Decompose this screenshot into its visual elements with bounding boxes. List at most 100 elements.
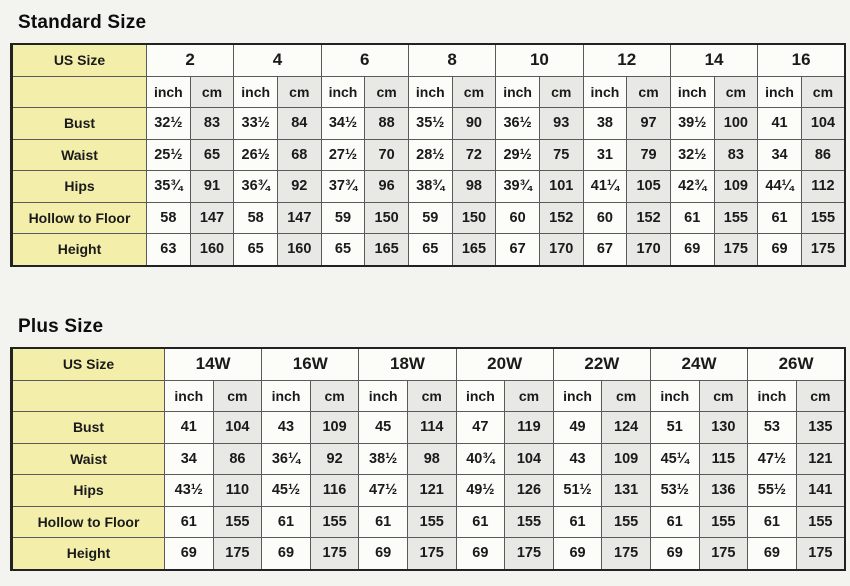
- measurement-cell: 175: [504, 537, 554, 570]
- measurement-cell: 65: [189, 138, 235, 171]
- us-size-header-cell: US Size: [11, 43, 147, 77]
- standard-size-table: US Size 2 4 6 8 10 12 14 16 inch cm inch cm inch cm inc…: [10, 43, 846, 267]
- measurement-cell: 105: [626, 170, 671, 203]
- measurement-cell: 41: [164, 411, 214, 444]
- measurement-cell: 160: [276, 233, 322, 266]
- measurement-cell: 61: [669, 201, 715, 234]
- measurement-cell: 27½: [320, 138, 366, 171]
- unit-header-cell: cm: [212, 379, 263, 412]
- size-header-cell: 14: [669, 43, 759, 77]
- measurement-cell: 79: [626, 138, 671, 171]
- measurement-cell: 31: [582, 138, 628, 171]
- measurement-cell: 38¾: [407, 170, 453, 203]
- measurement-cell: 150: [364, 201, 409, 234]
- standard-size-section: Standard Size US Size 2 4 6 8 10 12 14 16 inch cm i…: [10, 12, 846, 267]
- measurement-cell: 44¼: [757, 170, 802, 203]
- unit-header-cell: inch: [747, 379, 797, 412]
- measurement-cell: 67: [495, 233, 540, 266]
- table-row: Waist 25½ 65 26½ 68 27½ 70 28½ 72 29½ 75 31 79 32½ 83 3…: [11, 138, 846, 171]
- unit-header-cell: inch: [757, 75, 802, 108]
- measurement-cell: 170: [538, 233, 584, 266]
- size-header-cell: 2: [145, 43, 235, 77]
- unit-header-cell: inch: [320, 75, 366, 108]
- size-header-cell: 16: [757, 43, 846, 77]
- measurement-cell: 61: [552, 505, 603, 538]
- measurement-cell: 40¾: [455, 442, 506, 475]
- measurement-cell: 97: [626, 107, 671, 140]
- measurement-cell: 175: [800, 233, 846, 266]
- measurement-cell: 150: [451, 201, 497, 234]
- measurement-cell: 155: [309, 505, 360, 538]
- measurement-cell: 98: [406, 442, 457, 475]
- measurement-cell: 69: [164, 537, 214, 570]
- measurement-cell: 86: [800, 138, 846, 171]
- measurement-cell: 155: [504, 505, 554, 538]
- measurement-cell: 155: [800, 201, 846, 234]
- unit-header-cell: inch: [495, 75, 540, 108]
- measurement-cell: 152: [626, 201, 671, 234]
- measurement-cell: 136: [698, 474, 749, 507]
- measurement-cell: 69: [552, 537, 603, 570]
- measurement-cell: 175: [795, 537, 846, 570]
- standard-size-title: Standard Size: [18, 12, 147, 33]
- measurement-cell: 36¼: [261, 442, 311, 475]
- measurement-cell: 59: [407, 201, 453, 234]
- measurement-cell: 104: [800, 107, 846, 140]
- size-header-cell: 12: [582, 43, 671, 77]
- unit-header-cell: cm: [601, 379, 651, 412]
- measurement-cell: 175: [212, 537, 263, 570]
- measurement-cell: 155: [698, 505, 749, 538]
- measurement-cell: 38: [582, 107, 628, 140]
- measurement-cell: 58: [146, 201, 191, 234]
- measurement-cell: 51: [649, 411, 700, 444]
- row-label-cell: Bust: [11, 107, 147, 140]
- row-label-cell: Waist: [11, 138, 147, 171]
- table-row: Hips 35¾ 91 36¾ 92 37¾ 96 38¾ 98 39¾ 101 41¼ 105 42¾ 1…: [11, 170, 846, 203]
- plus-size-section: Plus Size US Size 14W 16W 18W 20W 22W 24W 26W in…: [10, 316, 846, 571]
- measurement-cell: 59: [320, 201, 366, 234]
- measurement-cell: 45: [358, 411, 408, 444]
- measurement-cell: 33½: [233, 107, 278, 140]
- measurement-cell: 124: [601, 411, 651, 444]
- measurement-cell: 34: [164, 442, 214, 475]
- measurement-cell: 61: [747, 505, 797, 538]
- row-label-cell: Height: [11, 233, 147, 266]
- measurement-cell: 83: [189, 107, 235, 140]
- row-label-cell: Hollow to Floor: [11, 201, 147, 234]
- measurement-cell: 35½: [407, 107, 453, 140]
- measurement-cell: 155: [212, 505, 263, 538]
- measurement-cell: 53: [747, 411, 797, 444]
- measurement-cell: 175: [713, 233, 759, 266]
- size-header-cell: 10: [495, 43, 584, 77]
- measurement-cell: 47: [455, 411, 506, 444]
- measurement-cell: 28½: [407, 138, 453, 171]
- measurement-cell: 175: [309, 537, 360, 570]
- measurement-cell: 101: [538, 170, 584, 203]
- measurement-cell: 165: [364, 233, 409, 266]
- measurement-cell: 155: [795, 505, 846, 538]
- measurement-cell: 47½: [747, 442, 797, 475]
- table-row: Waist 34 86 36¼ 92 38½ 98 40¾ 104 43 109 45¼ 115 47½ 1…: [11, 442, 846, 475]
- unit-header-cell: cm: [626, 75, 671, 108]
- measurement-cell: 88: [364, 107, 409, 140]
- measurement-cell: 109: [601, 442, 651, 475]
- units-row-blank-cell: [11, 75, 147, 108]
- unit-header-cell: inch: [649, 379, 700, 412]
- measurement-cell: 83: [713, 138, 759, 171]
- measurement-cell: 38½: [358, 442, 408, 475]
- unit-header-cell: cm: [406, 379, 457, 412]
- measurement-cell: 126: [504, 474, 554, 507]
- measurement-cell: 65: [407, 233, 453, 266]
- measurement-cell: 72: [451, 138, 497, 171]
- measurement-cell: 147: [189, 201, 235, 234]
- unit-header-cell: cm: [713, 75, 759, 108]
- measurement-cell: 92: [309, 442, 360, 475]
- measurement-cell: 51½: [552, 474, 603, 507]
- measurement-cell: 29½: [495, 138, 540, 171]
- measurement-cell: 55½: [747, 474, 797, 507]
- row-label-cell: Hips: [11, 474, 165, 507]
- measurement-cell: 130: [698, 411, 749, 444]
- measurement-cell: 63: [146, 233, 191, 266]
- measurement-cell: 45¼: [649, 442, 700, 475]
- measurement-cell: 69: [358, 537, 408, 570]
